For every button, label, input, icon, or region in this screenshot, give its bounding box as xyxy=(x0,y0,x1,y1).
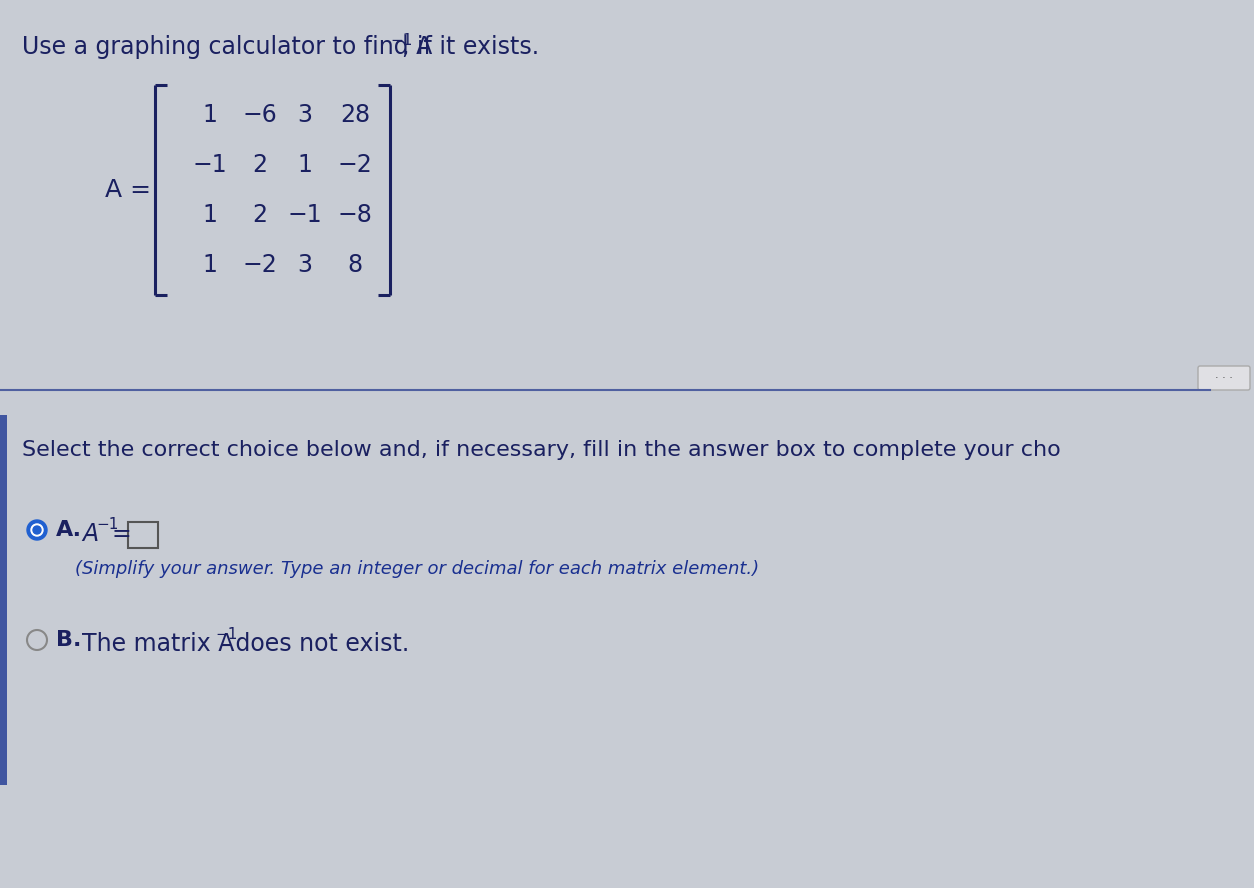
Circle shape xyxy=(33,526,41,534)
FancyBboxPatch shape xyxy=(1198,366,1250,390)
Text: (Simplify your answer. Type an integer or decimal for each matrix element.): (Simplify your answer. Type an integer o… xyxy=(75,560,759,578)
Text: −6: −6 xyxy=(242,103,277,127)
Text: 28: 28 xyxy=(340,103,370,127)
Text: −1: −1 xyxy=(193,153,227,177)
Text: −8: −8 xyxy=(337,203,372,227)
Text: A =: A = xyxy=(105,178,150,202)
Text: The matrix A: The matrix A xyxy=(82,632,234,656)
Text: , if it exists.: , if it exists. xyxy=(403,35,539,59)
Text: · · ·: · · · xyxy=(1215,373,1233,383)
Text: 1: 1 xyxy=(297,153,312,177)
Text: B.: B. xyxy=(56,630,82,650)
Text: Select the correct choice below and, if necessary, fill in the answer box to com: Select the correct choice below and, if … xyxy=(23,440,1061,460)
Text: −1: −1 xyxy=(214,627,237,642)
Text: 1: 1 xyxy=(203,103,217,127)
Text: 3: 3 xyxy=(297,103,312,127)
Text: 8: 8 xyxy=(347,253,362,277)
Text: −1: −1 xyxy=(287,203,322,227)
Circle shape xyxy=(31,524,43,536)
Text: =: = xyxy=(112,522,132,546)
Text: −2: −2 xyxy=(337,153,372,177)
Text: A.: A. xyxy=(56,520,82,540)
Text: Use a graphing calculator to find A: Use a graphing calculator to find A xyxy=(23,35,433,59)
Text: A: A xyxy=(82,522,98,546)
Text: 2: 2 xyxy=(252,153,267,177)
Circle shape xyxy=(28,520,46,540)
Bar xyxy=(128,522,158,548)
Text: 3: 3 xyxy=(297,253,312,277)
Text: does not exist.: does not exist. xyxy=(228,632,409,656)
Text: −1: −1 xyxy=(390,33,413,48)
Text: 1: 1 xyxy=(203,203,217,227)
Text: −1: −1 xyxy=(97,517,118,532)
Text: 2: 2 xyxy=(252,203,267,227)
Text: 1: 1 xyxy=(203,253,217,277)
Bar xyxy=(0,415,8,785)
Text: −2: −2 xyxy=(242,253,277,277)
